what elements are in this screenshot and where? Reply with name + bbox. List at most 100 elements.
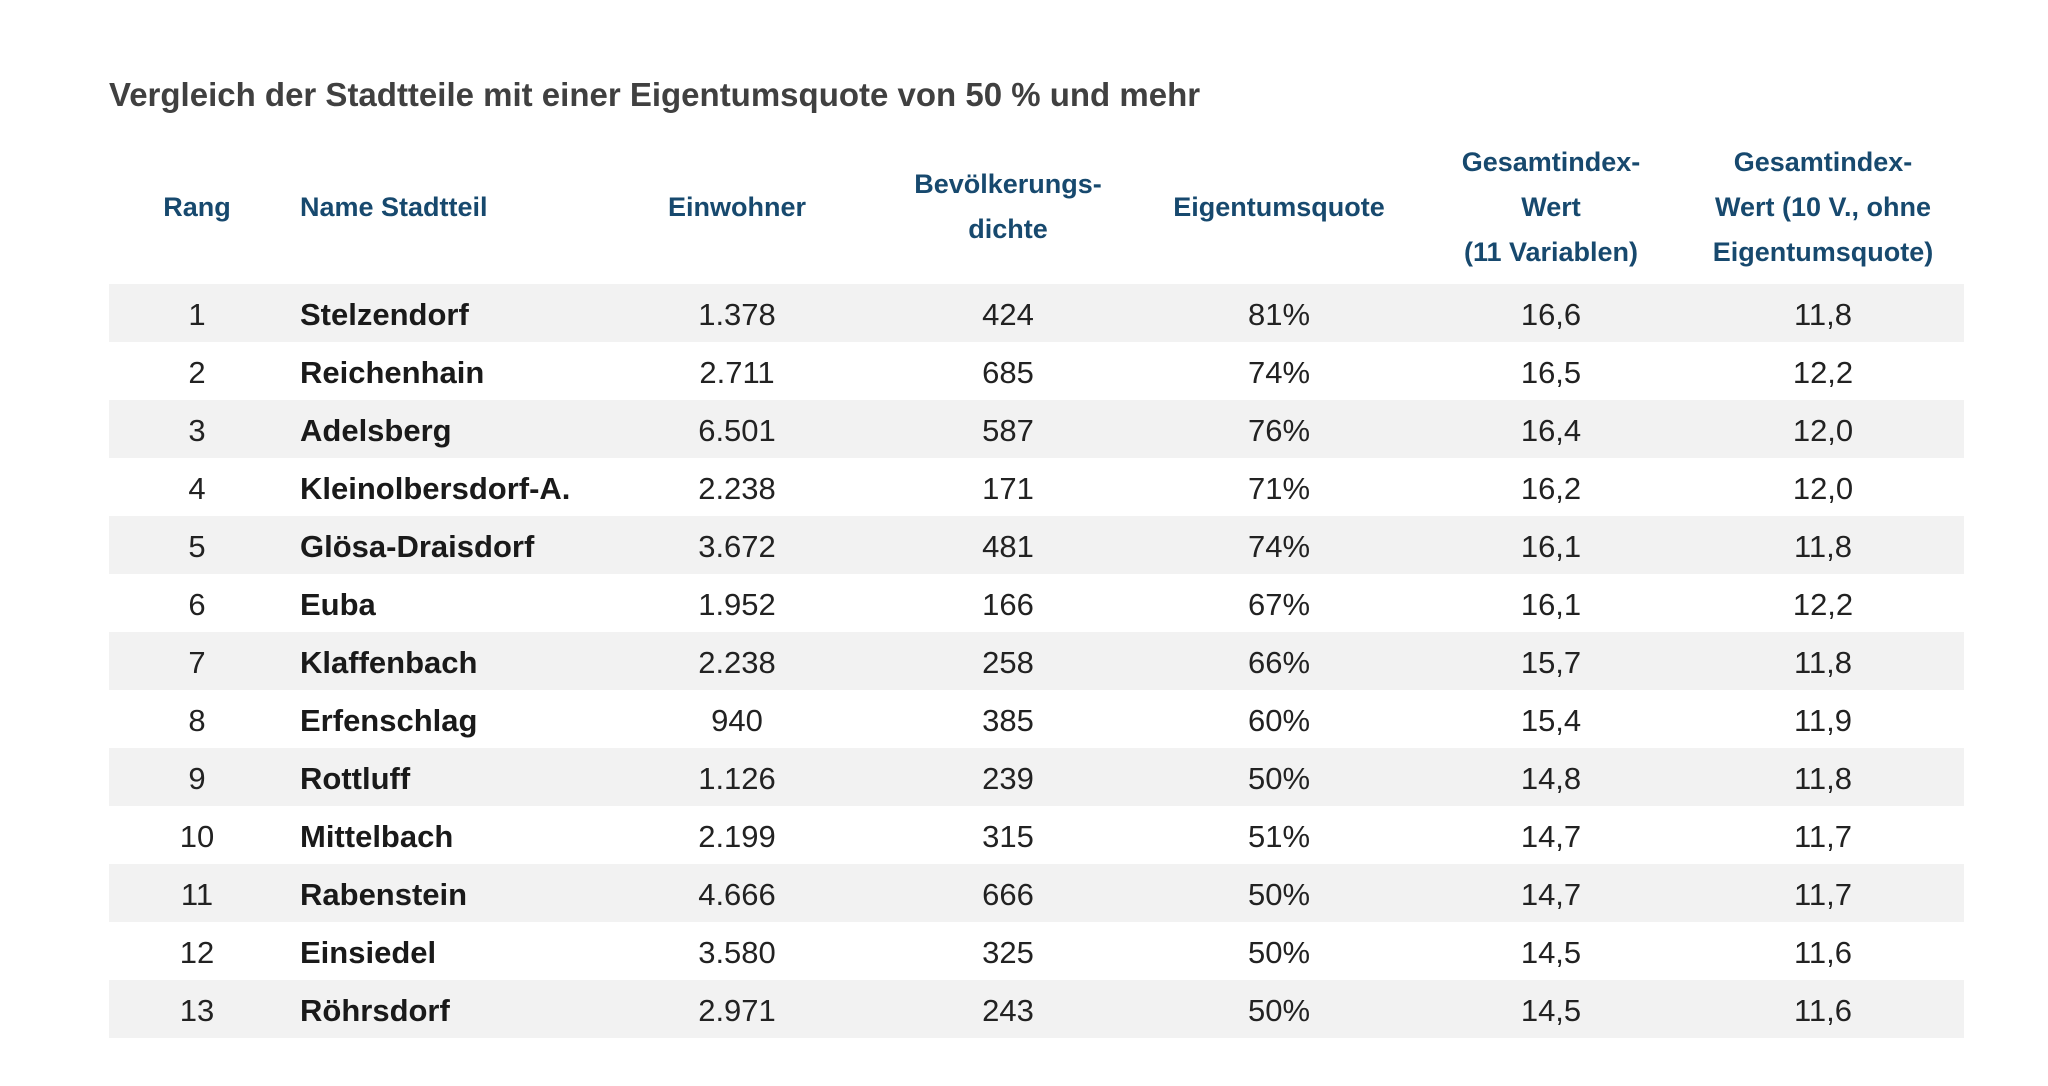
- cell-name: Röhrsdorf: [300, 993, 450, 1028]
- cell-quote: 76%: [1247, 413, 1311, 448]
- cell-index11: 14,8: [1520, 761, 1582, 796]
- cell-einwohner: 1.952: [698, 587, 776, 622]
- column-header-einwohner: Einwohner: [617, 185, 857, 230]
- cell-index11: 16,1: [1520, 529, 1582, 564]
- cell-name: Einsiedel: [300, 935, 437, 970]
- cell-dichte: 424: [982, 297, 1034, 332]
- cell-rang: 11: [180, 877, 214, 912]
- cell-name: Glösa-Draisdorf: [300, 529, 535, 564]
- cell-einwohner: 2.199: [698, 819, 776, 854]
- column-header-line: Wert (10 V., ohne: [1714, 191, 1932, 222]
- cell-dichte: 385: [982, 703, 1034, 738]
- cell-index10: 11,8: [1793, 761, 1853, 796]
- cell-quote: 81%: [1247, 297, 1311, 332]
- cell-dichte: 325: [982, 935, 1034, 970]
- cell-dichte: 166: [982, 587, 1034, 622]
- table-body: 1 Stelzendorf 1.378 424 81% 16,6 11,8 2 Reichenh…: [109, 284, 1964, 1038]
- cell-name: Erfenschlag: [300, 703, 478, 738]
- cell-quote: 74%: [1247, 529, 1311, 564]
- column-header-line: Gesamtindex-: [1733, 146, 1913, 177]
- column-header-line: Wert: [1521, 191, 1581, 222]
- cell-einwohner: 2.238: [698, 645, 776, 680]
- cell-dichte: 243: [982, 993, 1034, 1028]
- cell-einwohner: 3.580: [698, 935, 776, 970]
- table-row: 1 Stelzendorf 1.378 424 81% 16,6 11,8: [109, 284, 1964, 342]
- cell-rang: 9: [188, 761, 206, 796]
- cell-einwohner: 3.672: [698, 529, 776, 564]
- cell-name: Stelzendorf: [300, 297, 469, 332]
- cell-rang: 6: [188, 587, 206, 622]
- cell-index11: 16,4: [1520, 413, 1582, 448]
- cell-index11: 16,2: [1520, 471, 1582, 506]
- column-header-quote: Eigentumsquote: [1149, 185, 1409, 230]
- column-header-line: Gesamtindex-: [1461, 146, 1641, 177]
- column-header-line: Rang: [163, 191, 231, 222]
- cell-quote: 50%: [1247, 935, 1311, 970]
- cell-rang: 7: [188, 645, 206, 680]
- cell-name: Reichenhain: [300, 355, 485, 390]
- cell-index11: 14,5: [1520, 993, 1582, 1028]
- table-row: 12 Einsiedel 3.580 325 50% 14,5 11,6: [109, 922, 1964, 980]
- cell-dichte: 481: [982, 529, 1034, 564]
- cell-dichte: 315: [982, 819, 1034, 854]
- cell-rang: 12: [179, 935, 215, 970]
- column-header-line: dichte: [968, 214, 1048, 244]
- table-row: 10 Mittelbach 2.199 315 51% 14,7 11,7: [109, 806, 1964, 864]
- cell-quote: 51%: [1247, 819, 1311, 854]
- cell-index10: 11,7: [1793, 819, 1853, 854]
- cell-quote: 50%: [1247, 761, 1311, 796]
- cell-name: Adelsberg: [300, 413, 452, 448]
- cell-einwohner: 6.501: [698, 413, 776, 448]
- cell-rang: 10: [179, 819, 215, 854]
- table-title: Vergleich der Stadtteile mit einer Eigen…: [109, 76, 1201, 113]
- cell-quote: 71%: [1247, 471, 1311, 506]
- column-header-line: Eigentumsquote: [1173, 191, 1385, 222]
- cell-dichte: 685: [982, 355, 1034, 390]
- cell-index10: 11,7: [1793, 877, 1853, 912]
- cell-index11: 14,7: [1520, 877, 1582, 912]
- cell-index10: 11,9: [1793, 703, 1853, 738]
- cell-name: Rottluff: [300, 761, 411, 796]
- cell-index11: 15,7: [1520, 645, 1582, 680]
- table-row: 7 Klaffenbach 2.238 258 66% 15,7 11,8: [109, 632, 1964, 690]
- table-row: 6 Euba 1.952 166 67% 16,1 12,2: [109, 574, 1964, 632]
- cell-einwohner: 1.378: [698, 297, 776, 332]
- column-header-line: Name Stadtteil: [300, 191, 488, 222]
- table-row: 9 Rottluff 1.126 239 50% 14,8 11,8: [109, 748, 1964, 806]
- cell-index10: 11,8: [1793, 645, 1853, 680]
- cell-rang: 13: [179, 993, 215, 1028]
- column-header-rang: Rang: [137, 185, 257, 230]
- cell-dichte: 258: [982, 645, 1034, 680]
- cell-index11: 14,7: [1520, 819, 1582, 854]
- cell-name: Mittelbach: [300, 819, 454, 854]
- cell-name: Euba: [300, 587, 376, 622]
- cell-index10: 12,2: [1792, 587, 1854, 622]
- cell-index10: 12,0: [1792, 471, 1854, 506]
- table-row: 3 Adelsberg 6.501 587 76% 16,4 12,0: [109, 400, 1964, 458]
- table-row: 11 Rabenstein 4.666 666 50% 14,7 11,7: [109, 864, 1964, 922]
- column-header-index10: Gesamtindex- Wert (10 V., ohne Eigentumsqu…: [1683, 140, 1963, 275]
- cell-quote: 50%: [1247, 877, 1311, 912]
- cell-index10: 11,6: [1793, 993, 1853, 1028]
- table-row: 2 Reichenhain 2.711 685 74% 16,5 12,2: [109, 342, 1964, 400]
- cell-index10: 11,8: [1793, 297, 1853, 332]
- column-header-line: Einwohner: [667, 191, 806, 222]
- cell-name: Kleinolbersdorf-A.: [300, 471, 571, 506]
- cell-rang: 1: [188, 297, 206, 332]
- cell-quote: 50%: [1247, 993, 1311, 1028]
- cell-quote: 60%: [1247, 703, 1311, 738]
- column-header-line: (11 Variablen): [1463, 236, 1639, 267]
- cell-rang: 5: [188, 529, 206, 564]
- cell-index10: 12,2: [1792, 355, 1854, 390]
- table-row: 8 Erfenschlag 940 385 60% 15,4 11,9: [109, 690, 1964, 748]
- column-header-index11: Gesamtindex- Wert (11 Variablen): [1421, 140, 1681, 275]
- cell-dichte: 239: [982, 761, 1034, 796]
- column-header-dichte: Bevölkerungs-dichte: [878, 162, 1138, 252]
- cell-quote: 67%: [1247, 587, 1311, 622]
- cell-index10: 11,8: [1793, 529, 1853, 564]
- column-header-name: Name Stadtteil: [300, 185, 488, 230]
- cell-rang: 8: [188, 703, 206, 738]
- cell-dichte: 587: [982, 413, 1034, 448]
- cell-index10: 12,0: [1792, 413, 1854, 448]
- cell-rang: 3: [188, 413, 206, 448]
